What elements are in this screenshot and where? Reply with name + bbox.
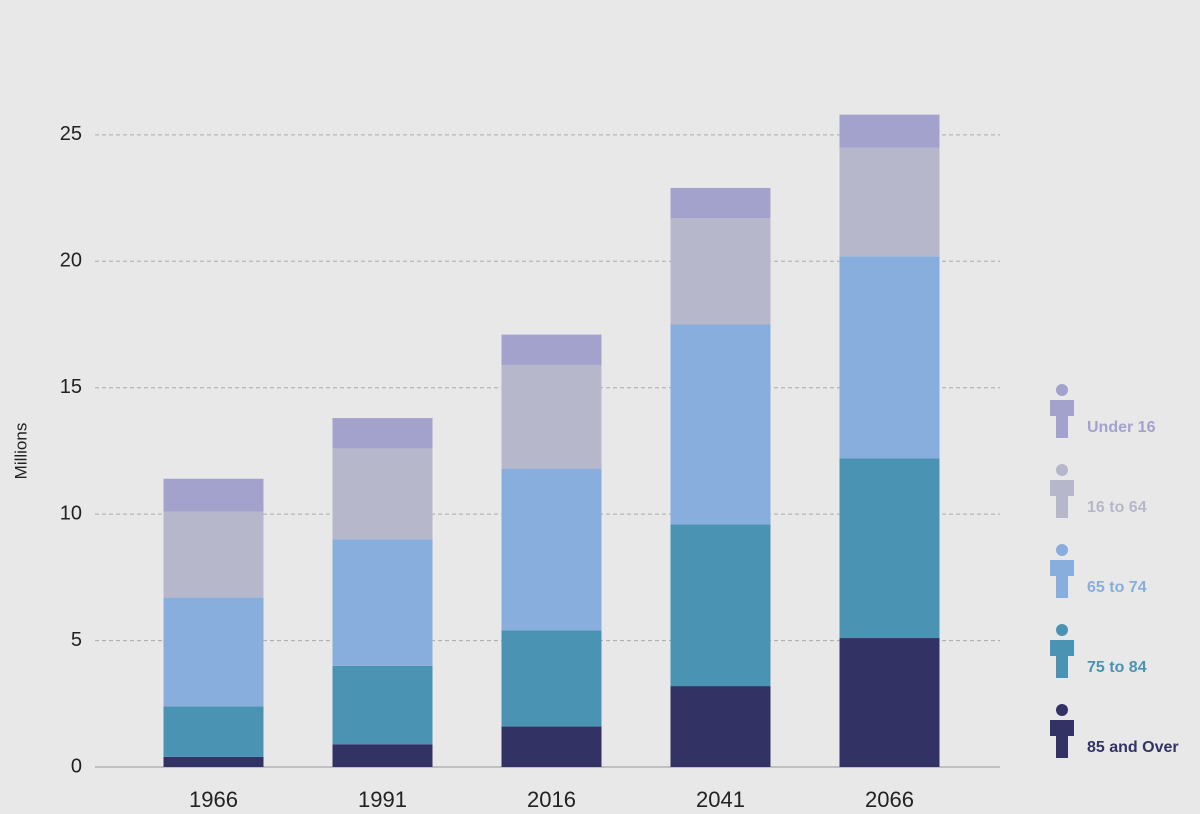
legend-icon xyxy=(1056,384,1068,396)
legend-icon xyxy=(1050,640,1074,678)
bar-segment xyxy=(839,256,940,459)
legend-label: 85 and Over xyxy=(1087,739,1179,756)
legend-label: 75 to 84 xyxy=(1087,659,1147,676)
legend-icon xyxy=(1056,464,1068,476)
y-tick-label: 20 xyxy=(60,250,82,272)
bar-segment xyxy=(332,418,433,449)
bar-segment xyxy=(501,334,602,365)
bar-segment xyxy=(163,478,264,512)
bar-segment xyxy=(332,539,433,666)
y-axis-label: Millions xyxy=(11,423,30,480)
bar-segment xyxy=(501,468,602,631)
legend-icon xyxy=(1056,624,1068,636)
bar-segment xyxy=(670,524,771,687)
x-tick-label: 2016 xyxy=(527,787,576,812)
bar-segment xyxy=(501,630,602,727)
bar-segment xyxy=(670,218,771,325)
legend-icon xyxy=(1056,704,1068,716)
x-tick-label: 1966 xyxy=(189,787,238,812)
y-tick-label: 15 xyxy=(60,376,82,398)
bar-segment xyxy=(670,324,771,525)
legend-item: 16 to 64 xyxy=(1050,464,1147,518)
legend-icon xyxy=(1050,480,1074,518)
x-tick-label: 1991 xyxy=(358,787,407,812)
legend-icon xyxy=(1050,720,1074,758)
bar-segment xyxy=(670,686,771,767)
legend-item: Under 16 xyxy=(1050,384,1156,438)
bar-segment xyxy=(163,706,264,757)
bar-segment xyxy=(163,756,264,767)
y-tick-label: 0 xyxy=(71,755,82,777)
y-tick-label: 5 xyxy=(71,629,82,651)
x-tick-label: 2066 xyxy=(865,787,914,812)
legend-item: 85 and Over xyxy=(1050,704,1179,758)
bar-segment xyxy=(332,448,433,540)
bar-segment xyxy=(163,597,264,707)
legend-icon xyxy=(1050,560,1074,598)
y-tick-label: 10 xyxy=(60,502,82,524)
legend-icon xyxy=(1050,400,1074,438)
legend-label: 16 to 64 xyxy=(1087,499,1147,516)
bar-segment xyxy=(332,744,433,767)
legend-label: Under 16 xyxy=(1087,419,1156,436)
bar-segment xyxy=(332,665,433,745)
bar-segment xyxy=(501,364,602,469)
bar-segment xyxy=(839,147,940,257)
bar-segment xyxy=(839,458,940,639)
legend-item: 75 to 84 xyxy=(1050,624,1147,678)
bar-segment xyxy=(839,638,940,767)
bar-segment xyxy=(163,511,264,598)
y-tick-label: 25 xyxy=(60,123,82,145)
bar-segment xyxy=(501,726,602,767)
legend-icon xyxy=(1056,544,1068,556)
bar-segment xyxy=(670,187,771,219)
legend-item: 65 to 74 xyxy=(1050,544,1147,598)
bar-segment xyxy=(839,114,940,148)
legend-label: 65 to 74 xyxy=(1087,579,1147,596)
x-tick-label: 2041 xyxy=(696,787,745,812)
